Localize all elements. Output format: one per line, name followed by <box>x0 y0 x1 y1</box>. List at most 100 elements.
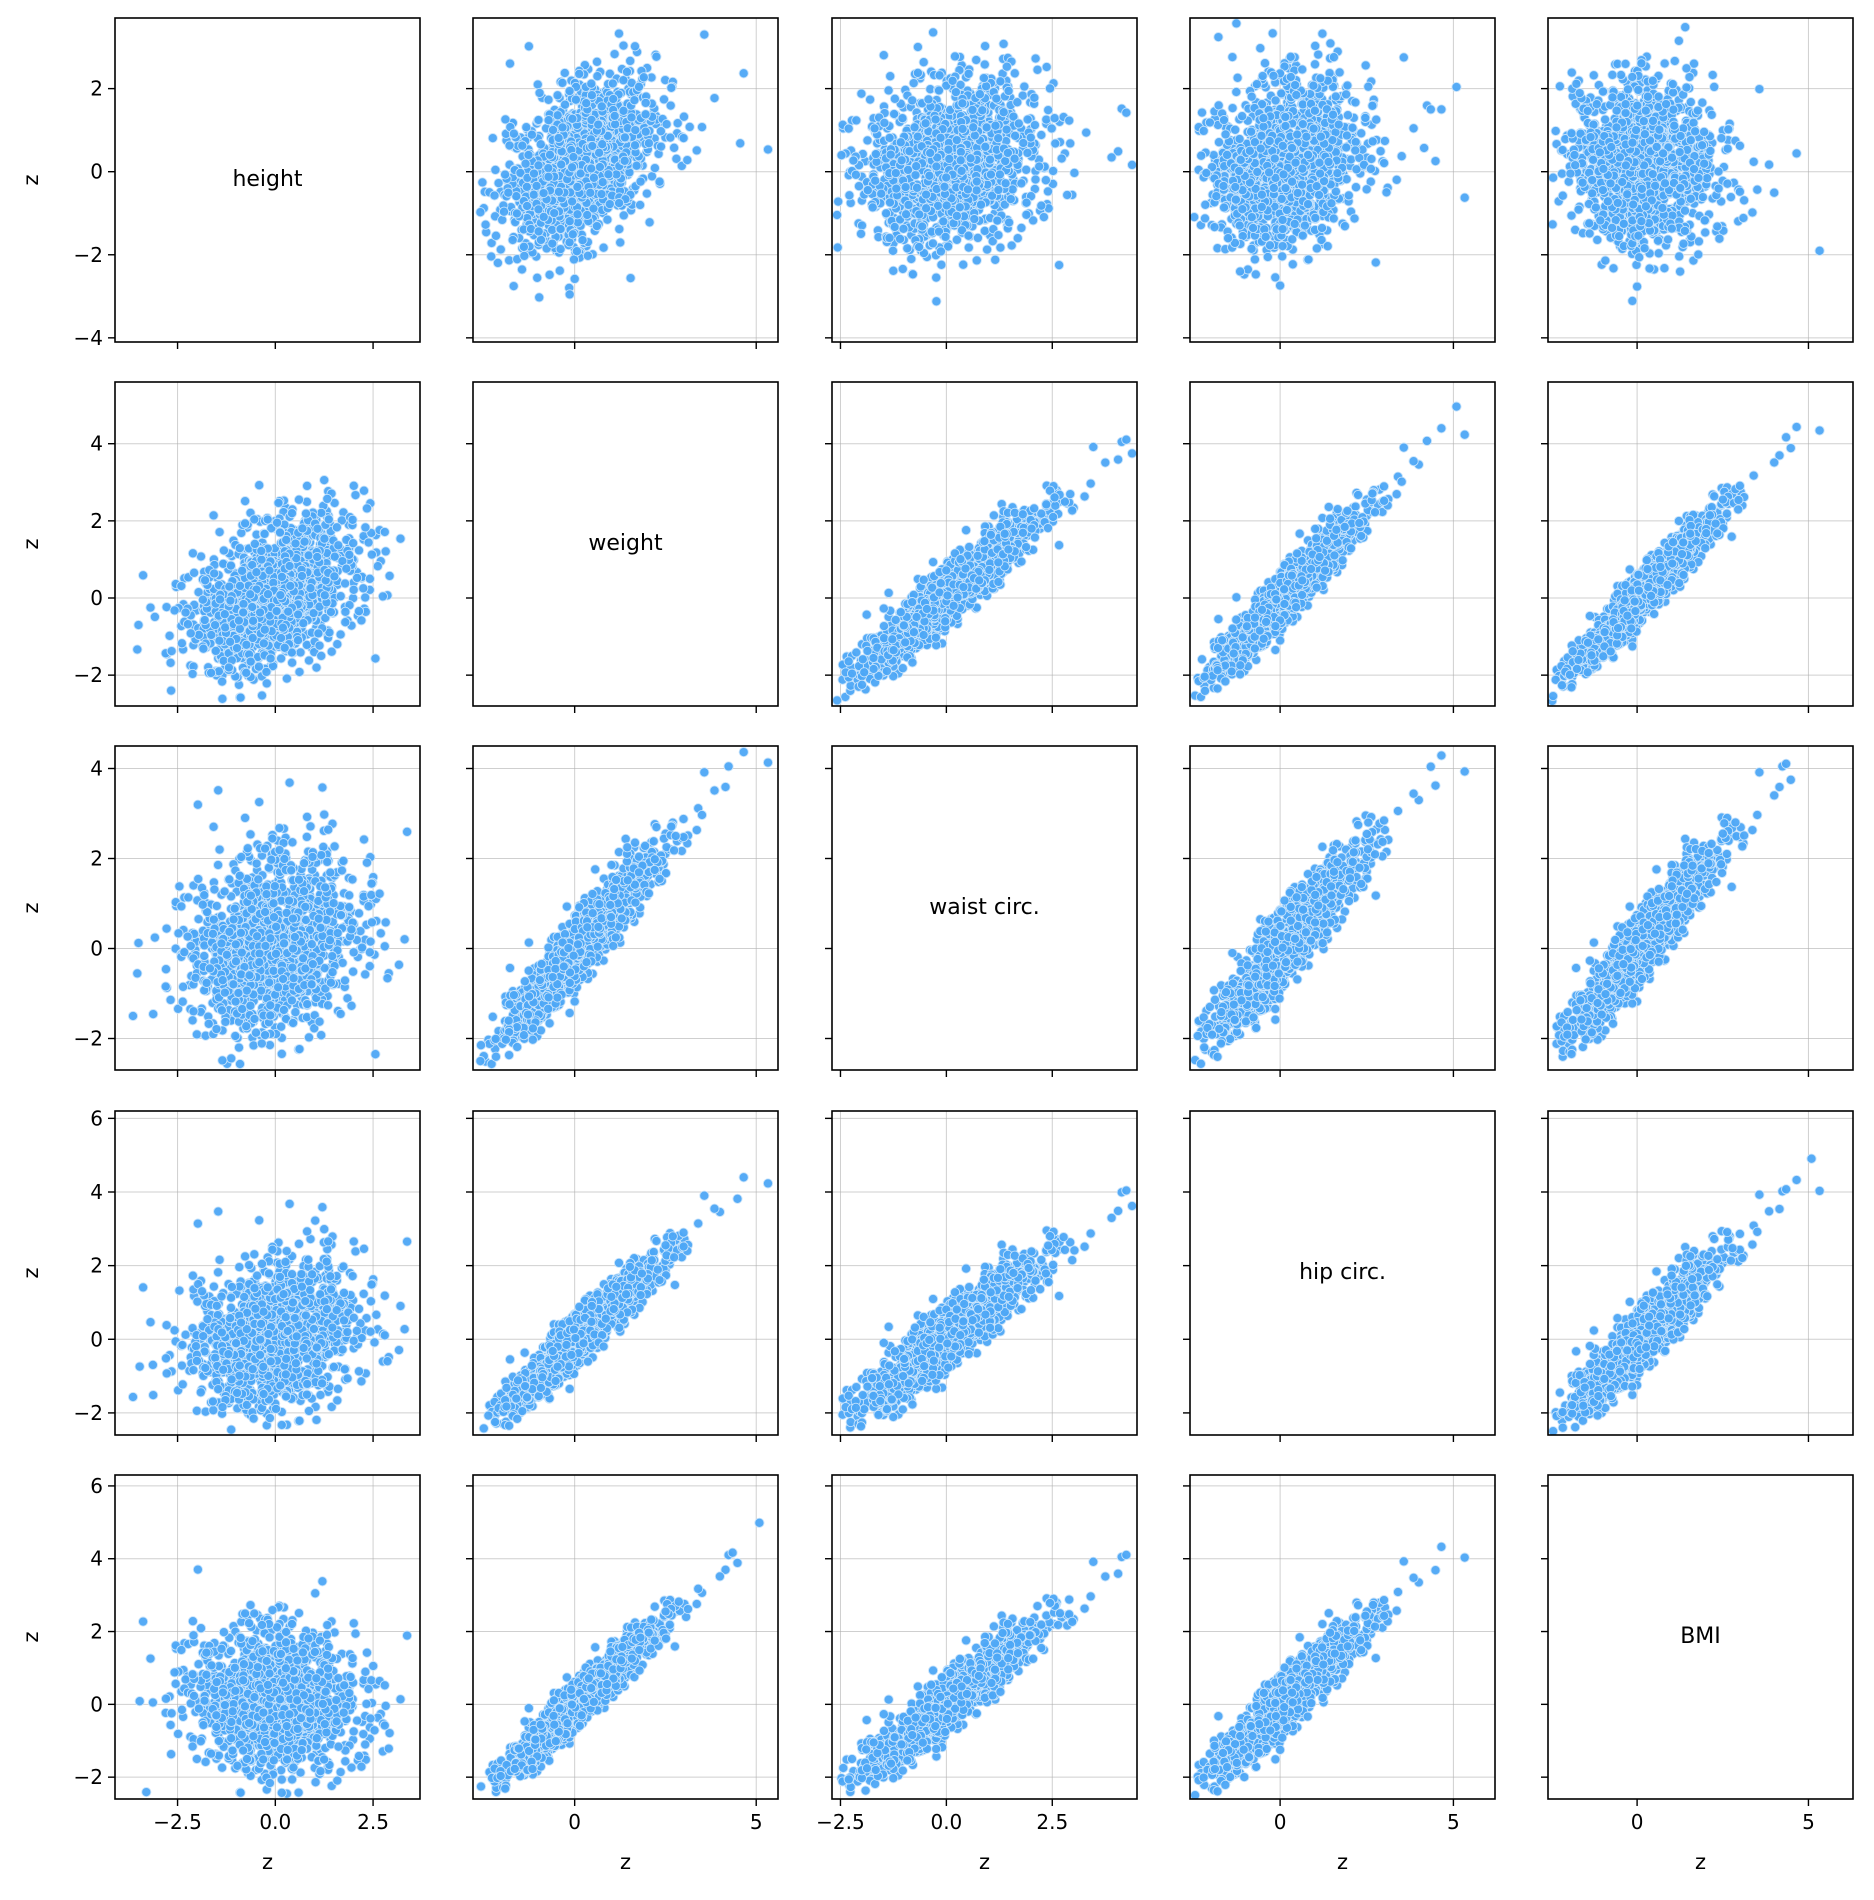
data-point <box>995 76 1006 87</box>
data-point <box>1198 125 1209 136</box>
data-point <box>954 202 965 213</box>
data-point <box>1213 137 1225 148</box>
data-point <box>1041 61 1052 73</box>
data-point <box>1277 140 1288 151</box>
data-point <box>1021 197 1032 208</box>
data-point <box>1328 213 1339 224</box>
data-point <box>504 58 516 69</box>
data-point <box>1250 183 1261 194</box>
data-point <box>678 111 690 122</box>
data-point <box>1363 81 1374 92</box>
data-point <box>571 246 582 257</box>
data-point <box>1748 156 1759 167</box>
data-point <box>1291 89 1302 101</box>
data-point <box>870 175 881 186</box>
data-point <box>1040 175 1051 186</box>
data-point <box>596 101 607 112</box>
data-point <box>1277 241 1288 252</box>
data-point <box>950 87 961 98</box>
data-point <box>1791 148 1802 159</box>
data-point <box>955 79 966 90</box>
data-point <box>925 147 936 159</box>
data-point <box>1396 151 1407 162</box>
data-point <box>1276 88 1287 99</box>
data-point <box>615 237 626 248</box>
data-point <box>975 199 987 210</box>
data-point <box>1029 120 1040 131</box>
data-point <box>1608 263 1619 274</box>
data-point <box>1425 104 1436 115</box>
data-point <box>691 145 702 156</box>
data-point <box>568 254 580 265</box>
data-point <box>1022 147 1033 158</box>
variable-label: height <box>232 167 302 192</box>
data-point <box>1028 215 1039 226</box>
data-point <box>855 228 867 239</box>
data-point <box>532 79 543 90</box>
data-point <box>1333 119 1344 130</box>
data-point <box>900 182 911 193</box>
data-point <box>906 253 917 265</box>
data-point <box>1038 212 1049 223</box>
data-point <box>908 78 919 89</box>
data-point <box>1012 233 1023 244</box>
panel-1-4 <box>1183 17 1496 349</box>
data-point <box>980 41 991 52</box>
data-point <box>635 176 646 187</box>
data-point <box>940 231 951 242</box>
data-point <box>1190 212 1200 223</box>
data-point <box>738 68 749 79</box>
data-point <box>1371 114 1382 125</box>
data-point <box>1351 164 1362 175</box>
data-point <box>1237 111 1248 122</box>
data-point <box>684 121 695 132</box>
data-point <box>1685 97 1696 108</box>
data-point <box>1451 81 1462 93</box>
data-point <box>1287 176 1298 187</box>
data-point <box>1264 240 1276 251</box>
data-point <box>1009 68 1020 79</box>
data-point <box>644 217 655 228</box>
data-point <box>879 117 890 128</box>
data-point <box>943 241 954 252</box>
data-point <box>995 242 1006 253</box>
data-point <box>1814 245 1825 256</box>
data-point <box>1231 18 1242 29</box>
data-point <box>1262 251 1273 263</box>
data-point <box>614 198 625 209</box>
data-point <box>1255 143 1266 154</box>
data-point <box>1285 51 1296 62</box>
data-point <box>1289 218 1300 229</box>
data-point <box>1012 97 1023 108</box>
data-point <box>1234 133 1245 145</box>
data-point <box>935 132 946 143</box>
data-point <box>572 181 583 192</box>
data-point <box>629 41 641 52</box>
data-point <box>1270 272 1281 283</box>
data-point <box>582 209 593 221</box>
data-point <box>898 223 909 234</box>
data-point <box>987 190 998 201</box>
data-point <box>1196 107 1208 118</box>
data-point <box>1260 231 1271 242</box>
data-point <box>1246 91 1257 102</box>
data-point <box>1310 40 1321 51</box>
data-point <box>1592 234 1603 245</box>
data-point <box>557 122 568 133</box>
data-point <box>619 155 630 166</box>
data-point <box>567 162 578 173</box>
data-point <box>923 94 934 105</box>
data-point <box>1327 109 1339 120</box>
data-point <box>507 234 518 246</box>
data-point <box>971 255 982 266</box>
data-point <box>568 151 579 163</box>
data-point <box>1345 154 1357 165</box>
data-point <box>1222 149 1233 160</box>
data-point <box>1315 131 1326 142</box>
data-point <box>575 168 586 179</box>
data-point <box>1004 217 1015 228</box>
data-point <box>613 28 625 39</box>
data-point <box>1113 146 1124 157</box>
data-point <box>1343 190 1354 201</box>
